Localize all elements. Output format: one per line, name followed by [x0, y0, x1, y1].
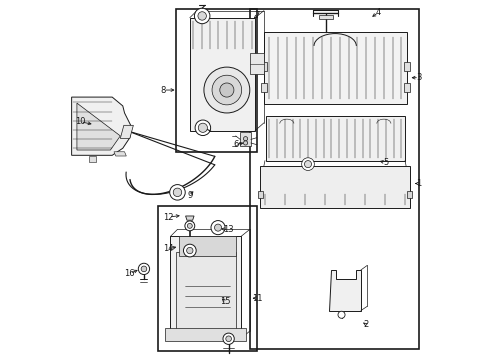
Circle shape [304, 161, 311, 168]
Circle shape [225, 336, 231, 342]
Text: 10: 10 [75, 117, 85, 126]
Polygon shape [403, 62, 409, 71]
Polygon shape [165, 328, 246, 341]
Polygon shape [114, 152, 126, 156]
Polygon shape [406, 191, 411, 198]
Text: 6: 6 [232, 140, 238, 149]
Circle shape [194, 8, 209, 24]
Polygon shape [261, 83, 267, 92]
Circle shape [184, 221, 194, 231]
Circle shape [198, 123, 207, 132]
Circle shape [243, 136, 247, 141]
Circle shape [219, 83, 233, 97]
Polygon shape [185, 216, 194, 220]
Polygon shape [77, 103, 120, 150]
Text: 15: 15 [220, 297, 230, 306]
Polygon shape [249, 53, 264, 74]
Text: 16: 16 [124, 269, 135, 278]
Circle shape [243, 141, 247, 145]
Polygon shape [89, 156, 96, 162]
Bar [158, 207, 256, 351]
Circle shape [223, 333, 234, 345]
Circle shape [212, 75, 241, 105]
Circle shape [183, 244, 196, 257]
Polygon shape [120, 125, 133, 138]
Circle shape [198, 12, 206, 20]
Polygon shape [170, 237, 241, 339]
Text: 5: 5 [382, 158, 387, 167]
Circle shape [203, 67, 249, 113]
Text: 8: 8 [161, 86, 166, 95]
Polygon shape [71, 97, 131, 155]
Text: 7: 7 [254, 12, 259, 21]
Polygon shape [189, 18, 255, 131]
Polygon shape [261, 62, 267, 71]
Circle shape [187, 224, 192, 228]
Circle shape [337, 311, 345, 318]
Polygon shape [265, 117, 404, 161]
Text: 14: 14 [163, 244, 174, 253]
Text: 4: 4 [375, 8, 381, 17]
Text: 1: 1 [416, 179, 421, 188]
Text: 3: 3 [416, 73, 421, 82]
Text: 11: 11 [251, 294, 262, 303]
Polygon shape [260, 166, 409, 208]
Polygon shape [403, 83, 409, 92]
Text: 13: 13 [223, 225, 233, 234]
Circle shape [195, 120, 210, 136]
Bar [240, 132, 250, 147]
Bar [249, 9, 418, 349]
Circle shape [173, 188, 182, 197]
Bar [318, 15, 332, 19]
Circle shape [169, 185, 185, 200]
Text: 9: 9 [187, 192, 192, 201]
Bar [175, 252, 235, 330]
Bar [175, 9, 256, 152]
Circle shape [301, 158, 314, 171]
Polygon shape [179, 237, 235, 256]
Circle shape [186, 247, 193, 254]
Circle shape [141, 266, 146, 272]
Circle shape [210, 221, 224, 235]
Text: 12: 12 [163, 212, 174, 221]
Circle shape [138, 263, 149, 275]
Text: 2: 2 [363, 320, 368, 329]
Polygon shape [328, 270, 360, 311]
Circle shape [214, 224, 221, 231]
Polygon shape [257, 191, 263, 198]
Polygon shape [264, 32, 406, 104]
